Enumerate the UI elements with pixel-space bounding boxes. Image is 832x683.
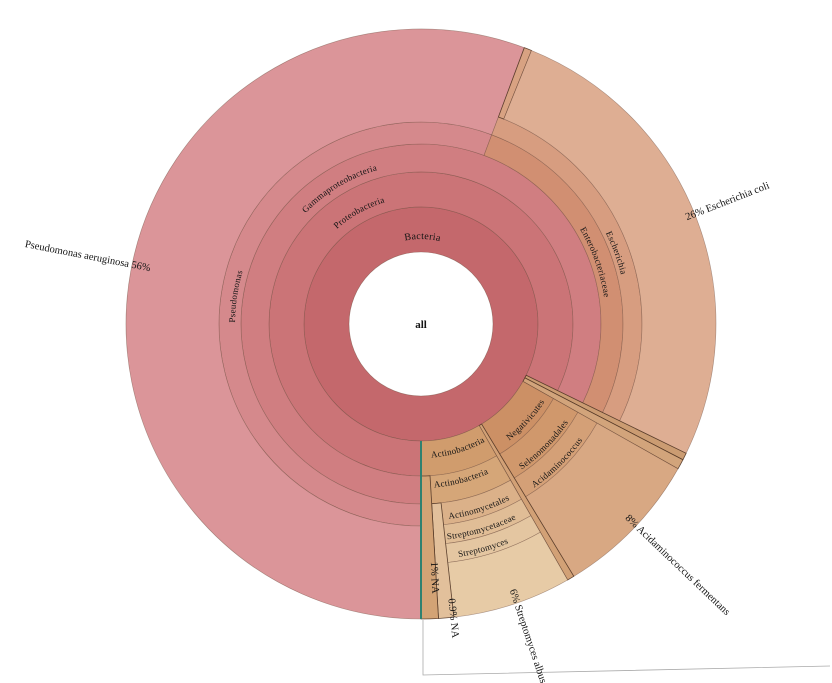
outer-label: 8% Acidaminococcus fermentans: [623, 513, 732, 618]
outer-label: Pseudomonas aeruginosa 56%: [24, 239, 152, 274]
label-callout-line: [422, 620, 831, 676]
outer-label: 0.9% NA: [445, 598, 460, 639]
pseudomonas-aeruginosa-wedge[interactable]: [125, 28, 525, 620]
outer-label: 1% NA: [428, 562, 440, 595]
outer-label: 26% Escherichia coli: [684, 180, 771, 223]
escherichia-coli-wedge[interactable]: [503, 50, 717, 454]
center-label[interactable]: all: [415, 319, 427, 331]
ring-label: Bacteria: [404, 231, 442, 244]
outer-label: 6% Streptomyces albus: [507, 588, 549, 683]
